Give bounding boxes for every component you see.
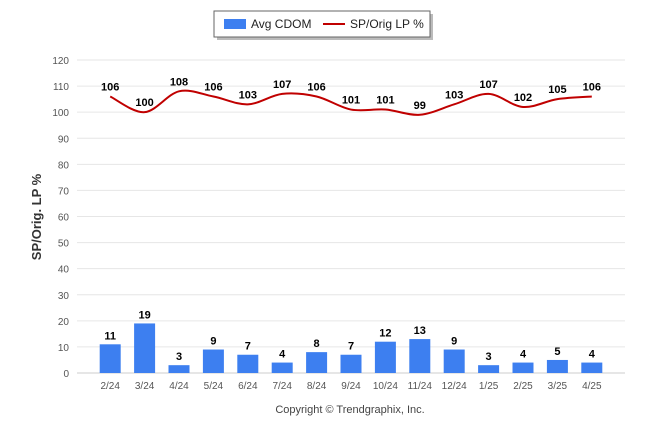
bar bbox=[374, 341, 396, 373]
bar-value-label: 11 bbox=[104, 330, 116, 342]
y-tick-label: 20 bbox=[58, 317, 70, 328]
bar-value-label: 3 bbox=[176, 351, 182, 363]
line-value-label: 101 bbox=[342, 95, 360, 107]
bar-value-label: 13 bbox=[414, 325, 426, 337]
bar-value-label: 4 bbox=[520, 349, 527, 361]
bar-value-label: 3 bbox=[486, 351, 492, 363]
bar-value-label: 4 bbox=[589, 349, 596, 361]
bar-value-label: 9 bbox=[451, 336, 457, 348]
line-data-labels: 106 100 108 106 103 107 106 101 101 99 103 107 102 10… bbox=[101, 76, 601, 111]
x-tick-label: 9/24 bbox=[341, 381, 361, 392]
y-tick-label: 60 bbox=[58, 213, 70, 224]
line-series bbox=[109, 89, 592, 116]
line-value-label: 99 bbox=[414, 100, 426, 112]
bar-value-label: 8 bbox=[314, 338, 320, 350]
line-value-label: 108 bbox=[170, 76, 188, 88]
legend-label-bar: Avg CDOM bbox=[251, 17, 311, 31]
y-tick-label: 80 bbox=[58, 160, 70, 171]
x-tick-label: 1/25 bbox=[479, 381, 499, 392]
x-tick-labels: 2/24 3/24 4/24 5/24 6/24 7/24 8/24 9/24 10/24 11/… bbox=[100, 381, 602, 392]
x-tick-label: 5/24 bbox=[204, 381, 224, 392]
y-axis-label: SP/Orig. LP % bbox=[29, 173, 44, 260]
x-tick-label: 7/24 bbox=[272, 381, 292, 392]
bar bbox=[340, 354, 362, 373]
bar bbox=[581, 362, 603, 373]
y-tick-label: 0 bbox=[63, 369, 69, 380]
line-value-label: 107 bbox=[273, 79, 291, 91]
y-tick-label: 90 bbox=[58, 134, 70, 145]
x-tick-label: 3/25 bbox=[548, 381, 568, 392]
bar-value-label: 12 bbox=[379, 328, 391, 340]
bar bbox=[443, 349, 465, 373]
y-tick-label: 70 bbox=[58, 186, 70, 197]
gridlines bbox=[77, 59, 625, 374]
bar bbox=[202, 349, 224, 373]
bar-data-labels: 11 19 3 9 7 4 8 7 12 13 9 3 4 5 4 bbox=[104, 309, 595, 363]
line-value-label: 101 bbox=[376, 95, 394, 107]
line-value-label: 107 bbox=[479, 79, 497, 91]
copyright-text: Copyright © Trendgraphix, Inc. bbox=[275, 404, 424, 416]
x-tick-label: 10/24 bbox=[373, 381, 398, 392]
bar-value-label: 7 bbox=[245, 341, 251, 353]
bar bbox=[478, 365, 500, 373]
line-value-label: 106 bbox=[583, 82, 601, 94]
legend-box bbox=[213, 10, 431, 38]
bar-value-label: 19 bbox=[138, 309, 150, 321]
bar-value-label: 7 bbox=[348, 341, 354, 353]
bar-series bbox=[99, 323, 603, 373]
bar bbox=[306, 352, 328, 373]
x-tick-label: 11/24 bbox=[408, 381, 433, 392]
line-value-label: 106 bbox=[307, 82, 325, 94]
x-tick-label: 4/25 bbox=[582, 381, 602, 392]
bar bbox=[168, 365, 190, 373]
legend-swatch-bar bbox=[224, 19, 246, 29]
line-value-label: 106 bbox=[101, 82, 119, 94]
y-tick-label: 10 bbox=[58, 343, 70, 354]
bar-value-label: 5 bbox=[554, 346, 560, 358]
line-value-label: 100 bbox=[135, 97, 153, 109]
y-tick-label: 30 bbox=[58, 291, 70, 302]
legend-label-line: SP/Orig LP % bbox=[350, 17, 424, 31]
line-value-label: 103 bbox=[445, 89, 463, 101]
bar bbox=[512, 362, 534, 373]
x-tick-label: 2/25 bbox=[513, 381, 533, 392]
y-tick-label: 40 bbox=[58, 265, 70, 276]
x-tick-label: 4/24 bbox=[169, 381, 189, 392]
line-value-label: 105 bbox=[548, 84, 566, 96]
line-value-label: 106 bbox=[204, 82, 222, 94]
y-tick-label: 120 bbox=[52, 56, 69, 67]
x-tick-label: 12/24 bbox=[442, 381, 467, 392]
y-tick-labels: 0 10 20 30 40 50 60 70 80 90 100 110 120 bbox=[52, 56, 69, 380]
bar bbox=[237, 354, 259, 373]
bar-value-label: 4 bbox=[279, 349, 286, 361]
bar-value-label: 9 bbox=[210, 336, 216, 348]
y-tick-label: 100 bbox=[52, 108, 69, 119]
x-tick-label: 3/24 bbox=[135, 381, 155, 392]
y-tick-label: 110 bbox=[53, 82, 69, 93]
bar bbox=[546, 359, 568, 373]
bar bbox=[134, 323, 156, 373]
sp-orig-lp-line bbox=[109, 89, 592, 116]
bar bbox=[271, 362, 293, 373]
line-value-label: 102 bbox=[514, 92, 532, 104]
x-tick-label: 8/24 bbox=[307, 381, 327, 392]
y-tick-label: 50 bbox=[58, 239, 70, 250]
x-tick-label: 6/24 bbox=[238, 381, 258, 392]
bar bbox=[99, 344, 121, 373]
line-value-label: 103 bbox=[239, 89, 257, 101]
x-tick-label: 2/24 bbox=[100, 381, 120, 392]
bar bbox=[409, 339, 431, 373]
legend: Avg CDOM SP/Orig LP % bbox=[213, 10, 433, 40]
